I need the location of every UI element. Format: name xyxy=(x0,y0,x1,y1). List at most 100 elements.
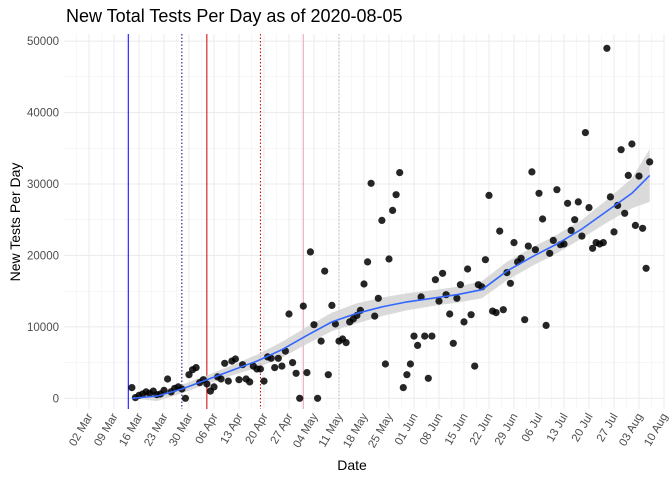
data-point xyxy=(367,179,375,187)
x-tick-label: 30 Mar xyxy=(167,411,195,448)
data-point xyxy=(260,377,268,385)
data-point xyxy=(553,186,561,194)
x-tick-label: 29 Jun xyxy=(493,412,521,448)
data-point xyxy=(221,359,229,367)
data-point xyxy=(628,140,636,148)
smooth-line xyxy=(131,174,651,400)
data-point xyxy=(231,355,239,363)
data-point xyxy=(581,129,590,137)
data-point xyxy=(203,380,211,388)
confidence-band-area xyxy=(131,149,650,402)
data-point xyxy=(485,191,493,199)
data-point xyxy=(531,246,540,254)
x-tick-label: 01 Jun xyxy=(393,412,421,448)
data-point xyxy=(364,258,372,266)
confidence-band xyxy=(131,149,650,402)
chart-title: New Total Tests Per Day as of 2020-08-05 xyxy=(66,6,403,26)
data-point xyxy=(310,321,318,329)
data-point xyxy=(499,306,507,314)
data-point xyxy=(210,383,218,391)
data-point xyxy=(224,377,232,385)
data-point xyxy=(435,297,443,305)
data-point xyxy=(285,310,293,318)
data-point xyxy=(439,269,447,277)
data-point xyxy=(274,354,282,362)
x-tick-label: 27 Jul xyxy=(595,412,621,445)
data-point xyxy=(585,204,593,212)
y-tick-label: 30000 xyxy=(27,179,59,191)
data-point xyxy=(574,198,582,206)
smooth-line-group xyxy=(131,174,651,400)
data-point xyxy=(578,232,586,240)
data-point xyxy=(342,339,350,347)
data-point xyxy=(517,254,525,262)
x-tick-label: 25 May xyxy=(366,411,395,450)
data-point xyxy=(396,169,404,177)
x-tick-label: 13 Jul xyxy=(545,412,571,445)
y-tick-label: 20000 xyxy=(27,250,59,262)
data-point xyxy=(510,239,518,247)
data-point xyxy=(303,369,311,377)
x-tick-label: 20 Jul xyxy=(570,412,596,445)
data-point xyxy=(624,171,632,179)
y-tick-label: 40000 xyxy=(27,108,59,120)
data-point xyxy=(324,371,332,379)
data-point xyxy=(371,312,379,320)
x-tick-label: 20 Apr xyxy=(244,411,271,446)
data-point xyxy=(567,226,575,234)
data-point xyxy=(467,311,475,319)
data-point xyxy=(546,249,554,257)
data-point xyxy=(614,201,622,209)
y-axis-title: New Tests Per Day xyxy=(7,163,23,282)
data-point xyxy=(528,168,536,176)
data-point xyxy=(453,294,461,302)
y-axis-ticks: 0 10000 20000 30000 40000 50000 xyxy=(27,36,59,405)
data-point xyxy=(617,146,625,154)
x-tick-label: 13 Apr xyxy=(219,411,246,446)
data-point xyxy=(292,369,300,377)
data-point xyxy=(331,320,339,328)
data-point xyxy=(610,228,618,236)
data-point xyxy=(267,354,275,362)
data-point xyxy=(431,276,439,284)
data-point xyxy=(460,318,468,326)
x-tick-label: 06 Jul xyxy=(520,412,546,445)
y-tick-label: 50000 xyxy=(27,36,59,48)
data-point xyxy=(635,172,643,180)
data-point xyxy=(374,294,382,302)
data-point xyxy=(256,365,264,373)
x-axis-title: Date xyxy=(337,457,367,473)
data-point xyxy=(417,293,425,301)
data-point xyxy=(603,44,611,52)
data-point xyxy=(235,376,243,384)
data-point xyxy=(306,248,314,256)
data-point xyxy=(542,321,550,329)
data-point xyxy=(314,394,322,402)
event-lines xyxy=(127,34,340,409)
data-point xyxy=(492,309,500,317)
data-point xyxy=(606,193,615,201)
data-point xyxy=(185,371,193,379)
x-tick-label: 27 Apr xyxy=(269,411,296,446)
data-point xyxy=(164,375,172,383)
data-point xyxy=(410,332,418,340)
data-point xyxy=(481,256,489,264)
data-point xyxy=(385,255,393,263)
data-point xyxy=(128,384,136,392)
x-tick-label: 08 Jun xyxy=(418,412,446,448)
data-point xyxy=(289,359,297,367)
y-tick-label: 0 xyxy=(53,393,59,405)
x-tick-label: 22 Jun xyxy=(468,412,496,448)
data-point xyxy=(496,227,504,235)
data-point xyxy=(564,199,572,207)
data-point xyxy=(539,215,547,223)
data-point xyxy=(160,386,168,394)
data-point xyxy=(406,360,414,368)
data-point xyxy=(424,374,432,382)
data-point xyxy=(631,221,640,229)
data-point xyxy=(246,378,254,386)
data-point xyxy=(217,375,225,383)
data-point xyxy=(414,341,422,349)
